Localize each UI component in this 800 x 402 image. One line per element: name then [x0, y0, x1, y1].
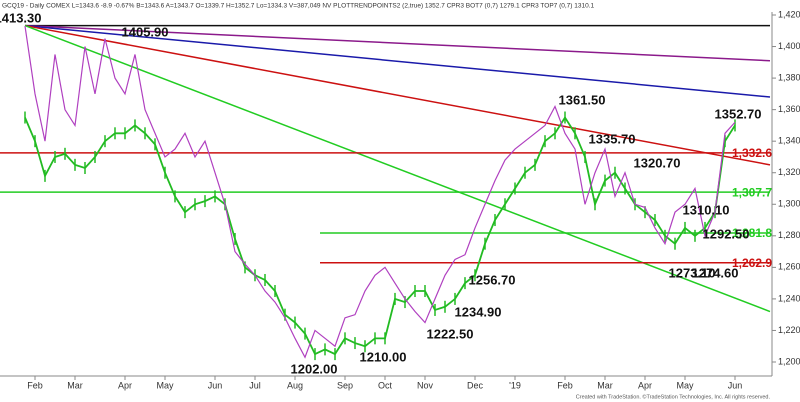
- y-tick-label: 1,360: [778, 104, 800, 114]
- price-annotation: 1310.10: [683, 202, 730, 217]
- x-tick-label: Feb: [557, 380, 573, 390]
- x-tick-label: Apr: [638, 380, 652, 390]
- price-annotation: 1274.60: [692, 265, 739, 280]
- y-tick-label: 1,300: [778, 199, 800, 209]
- price-annotation: 1202.00: [291, 361, 338, 376]
- x-tick-label: Feb: [27, 380, 43, 390]
- y-tick-label: 1,340: [778, 136, 800, 146]
- price-annotation: 1335.70: [589, 131, 636, 146]
- price-line: [24, 25, 736, 359]
- price-annotation: 1413.30: [0, 10, 42, 25]
- x-tick-label: Mar: [67, 380, 83, 390]
- price-annotation: 1256.70: [469, 272, 516, 287]
- x-tick-label: Jul: [249, 380, 261, 390]
- level-label: 1,332.6: [732, 146, 772, 160]
- footer: Created with TradeStation. ©TradeStation…: [576, 393, 771, 400]
- header: GCQ19 - Daily COMEX L=1343.6 -8.9 -0.67%…: [2, 3, 595, 10]
- trendline: [24, 24, 771, 62]
- x-tick-label: '19: [509, 380, 521, 390]
- price-annotation: 1405.90: [122, 24, 169, 39]
- x-tick-label: Dec: [467, 380, 484, 390]
- y-tick-label: 1,400: [778, 41, 800, 51]
- x-tick-label: Apr: [118, 380, 132, 390]
- x-tick-label: Mar: [597, 380, 613, 390]
- trendline: [24, 24, 771, 98]
- price-annotation: 1292.50: [703, 226, 750, 241]
- x-tick-label: Aug: [287, 380, 303, 390]
- price-annotation: 1210.00: [360, 349, 407, 364]
- price-line: [24, 115, 736, 356]
- y-tick-label: 1,240: [778, 293, 800, 303]
- trendline: [24, 24, 771, 313]
- x-tick-label: May: [156, 380, 174, 390]
- y-tick-label: 1,220: [778, 325, 800, 335]
- y-tick-label: 1,320: [778, 167, 800, 177]
- y-tick-label: 1,280: [778, 230, 800, 240]
- x-tick-label: Oct: [378, 380, 393, 390]
- x-tick-label: Jun: [208, 380, 223, 390]
- y-tick-label: 1,420: [778, 9, 800, 19]
- level-label: 1,281.8: [732, 226, 772, 240]
- y-tick-label: 1,200: [778, 356, 800, 366]
- price-annotation: 1222.50: [427, 326, 474, 341]
- price-annotation: 1320.70: [634, 155, 681, 170]
- y-tick-label: 1,380: [778, 72, 800, 82]
- price-annotation: 1361.50: [559, 92, 606, 107]
- trendline: [24, 24, 771, 166]
- x-tick-label: Jun: [728, 380, 743, 390]
- x-tick-label: Nov: [417, 380, 434, 390]
- price-annotation: 1352.70: [715, 106, 762, 121]
- price-annotation: 1234.90: [455, 304, 502, 319]
- level-label: 1,262.9: [732, 256, 772, 270]
- x-tick-label: Sep: [337, 380, 353, 390]
- x-tick-label: May: [676, 380, 694, 390]
- price-annotation: 1273.10: [669, 265, 716, 280]
- y-tick-label: 1,260: [778, 262, 800, 272]
- level-label: 1,307.7: [732, 185, 772, 199]
